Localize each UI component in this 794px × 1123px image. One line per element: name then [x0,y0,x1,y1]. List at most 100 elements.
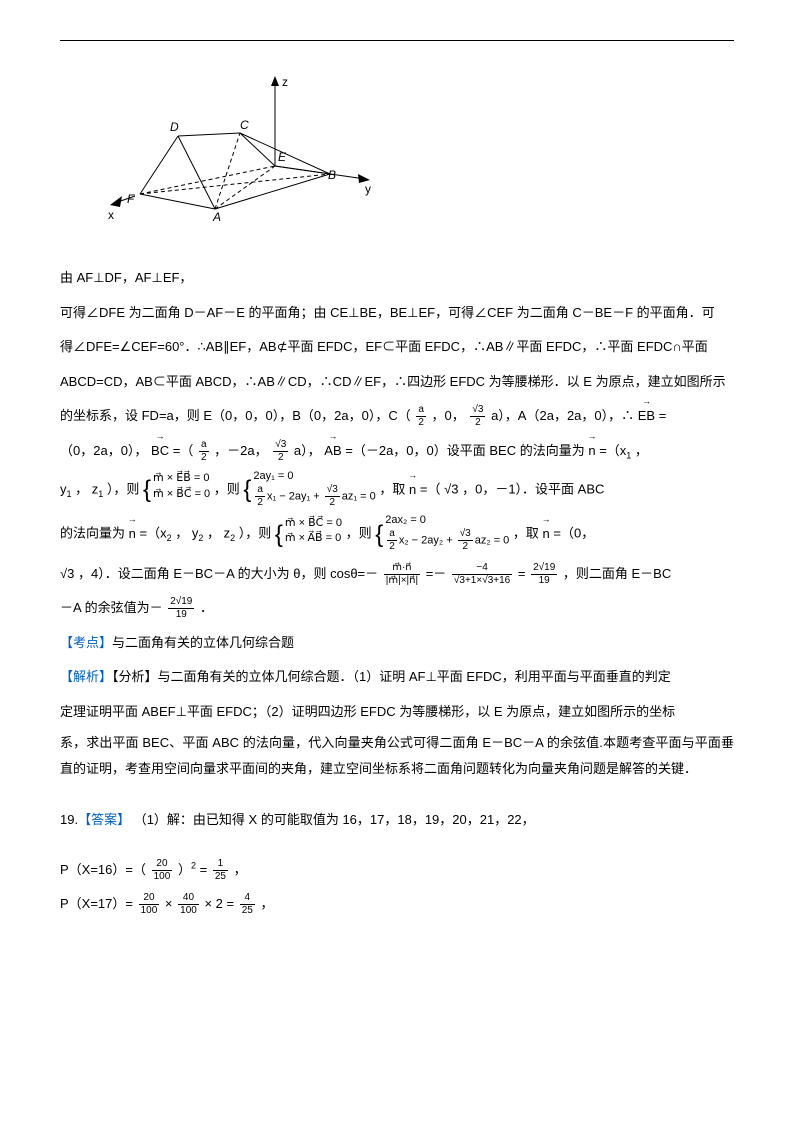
text: × 2 = [204,896,237,911]
vertex-C: C [240,118,249,132]
frac-ans: 2√1919 [168,597,194,620]
diagram-svg: z y x E A B C D F [60,71,380,231]
kaodian-label: 【考点】 [60,635,112,650]
jiexi-label: 【解析】 [60,669,112,684]
text: = [518,566,529,581]
text: P（X=16）=（ [60,862,146,877]
para-8: －A 的余弦值为－ 2√1919 ． [60,592,734,625]
text: ，0，－1）．设平面 ABC [462,482,604,497]
frac-sqrt3-2-2: √32 [273,440,288,463]
brace-system-4: 2ax₂ = 0a2x₂ − 2ay₂ + √32az₂ = 0 [375,513,509,555]
text: =（ [173,443,194,458]
text: 的法向量为 [60,526,129,541]
text: =（x [139,526,166,541]
text: －A 的余弦值为－ [60,600,166,615]
text: ），则 [239,526,275,541]
daan-label: 【答案】 [78,812,130,827]
text: a）， [294,443,321,458]
frac-a2-2: a2 [199,440,209,463]
top-separator [60,40,734,41]
sub2: 2 [198,534,203,544]
frac-20-100-b: 20100 [139,893,160,916]
sub1: 1 [98,489,103,499]
vector-EB: EB [638,400,655,433]
axis-z-label: z [282,75,288,89]
para-2b: 得∠DFE=∠CEF=60°．∴AB∥EF，AB⊄平面 EFDC，EF⊂平面 E… [60,331,734,364]
para-4: （0，2a，0）， BC =（ a2 ，－2a， √32 a）， AB =（－2… [60,435,734,468]
para-6: 的法向量为 n =（x2 ， y2 ， z2 ），则 m⃗ × B⃗C⃗ = 0… [60,513,734,555]
axis-y-label: y [365,182,371,196]
vertex-B: B [328,168,336,182]
text: （0，2a，0）， [60,443,147,458]
text: =－ [426,566,450,581]
text: × [165,896,176,911]
vector-n: n [129,518,136,551]
text: ， [260,896,273,911]
q19-num: 19. [60,812,78,827]
kaodian-line: 【考点】与二面角有关的立体几何综合题 [60,627,734,660]
text: ，则 [346,526,376,541]
frac-4-25: 425 [240,893,255,916]
para-1: 由 AF⊥DF，AF⊥EF， [60,262,734,295]
q19-p2: P（X=17）= 20100 × 40100 × 2 = 425 ， [60,888,734,921]
sub2: 2 [230,534,235,544]
para-2a: 可得∠DFE 为二面角 D－AF－E 的平面角；由 CE⊥BE，BE⊥EF，可得… [60,297,734,330]
text: ，4）．设二面角 E－BC－A 的大小为 θ，则 cosθ=－ [78,566,382,581]
frac-cos: m⃗·n⃗|m⃗|×|n⃗| [384,563,420,586]
text: ， [635,443,648,458]
brace-system-3: m⃗ × B⃗C⃗ = 0m⃗ × A⃗B⃗ = 0 [275,516,342,554]
text: =（0， [553,526,594,541]
q19-p1: P（X=16）=（ 20100 ）2 = 125 ， [60,854,734,887]
text: ， z [207,526,230,541]
sqrt3: √3 [444,482,458,497]
vector-AB: AB [324,435,341,468]
brace-system-2: 2ay₁ = 0a2x₁ − 2ay₁ + √32az₁ = 0 [243,469,375,511]
text: ，则 [214,482,244,497]
text: ） [178,862,191,877]
frac-cos3: 2√1919 [531,563,557,586]
text: ，－2a， [214,443,267,458]
vector-n: n [409,474,416,507]
text: ，取 [513,526,543,541]
vector-n: n [588,435,595,468]
text: =（－2a，0，0）设平面 BEC 的法向量为 [345,443,588,458]
jiexi-line-c: 系，求出平面 BEC、平面 ABC 的法向量，代入向量夹角公式可得二面角 E－B… [60,730,734,782]
brace-system-1: m⃗ × E⃗B⃗ = 0m⃗ × B⃗C⃗ = 0 [143,471,210,509]
sqrt3: √3 [60,566,74,581]
spacer [60,839,734,854]
frac-a2: a2 [416,405,426,428]
sub1: 1 [626,450,631,460]
text: ），则 [107,482,143,497]
vertex-F: F [127,192,135,206]
text: ，取 [379,482,409,497]
text: ． [200,600,213,615]
text: =（ [420,482,444,497]
text: ， [234,862,247,877]
q19-text: （1）解：由已知得 X 的可能取值为 16，17，18，19，20，21，22， [130,812,535,827]
frac-1-25: 125 [213,859,228,882]
axis-x-label: x [108,208,114,222]
spacer [60,784,734,804]
text: P（X=17）= [60,896,137,911]
frac-40-100: 40100 [178,893,199,916]
vector-BC: BC [151,435,169,468]
text: = [659,408,667,423]
text: ，0， [432,408,465,423]
vertex-A: A [212,210,221,224]
text: =（x [599,443,626,458]
text: ， y [175,526,198,541]
para-7: √3 ，4）．设二面角 E－BC－A 的大小为 θ，则 cosθ=－ m⃗·n⃗… [60,558,734,591]
frac-sqrt3-2: √32 [470,405,485,428]
jiexi-line-b: 定理证明平面 ABEF⊥平面 EFDC；（2）证明四边形 EFDC 为等腰梯形，… [60,696,734,729]
text: = [200,862,211,877]
text: ， z [75,482,98,497]
kaodian-text: 与二面角有关的立体几何综合题 [112,635,294,650]
para-5: y1 ， z1 ），则 m⃗ × E⃗B⃗ = 0m⃗ × B⃗C⃗ = 0 ，… [60,469,734,511]
sub2: 2 [167,534,172,544]
jiexi-line-a: 【解析】【分析】与二面角有关的立体几何综合题．（1）证明 AF⊥平面 EFDC，… [60,661,734,694]
text: ，则二面角 E－BC [563,566,671,581]
frac-cos2: −4√3+1×√3+16 [452,563,512,586]
q19-line: 19.【答案】 （1）解：由已知得 X 的可能取值为 16，17，18，19，2… [60,804,734,837]
sup2: 2 [191,860,196,870]
vector-n: n [543,518,550,551]
